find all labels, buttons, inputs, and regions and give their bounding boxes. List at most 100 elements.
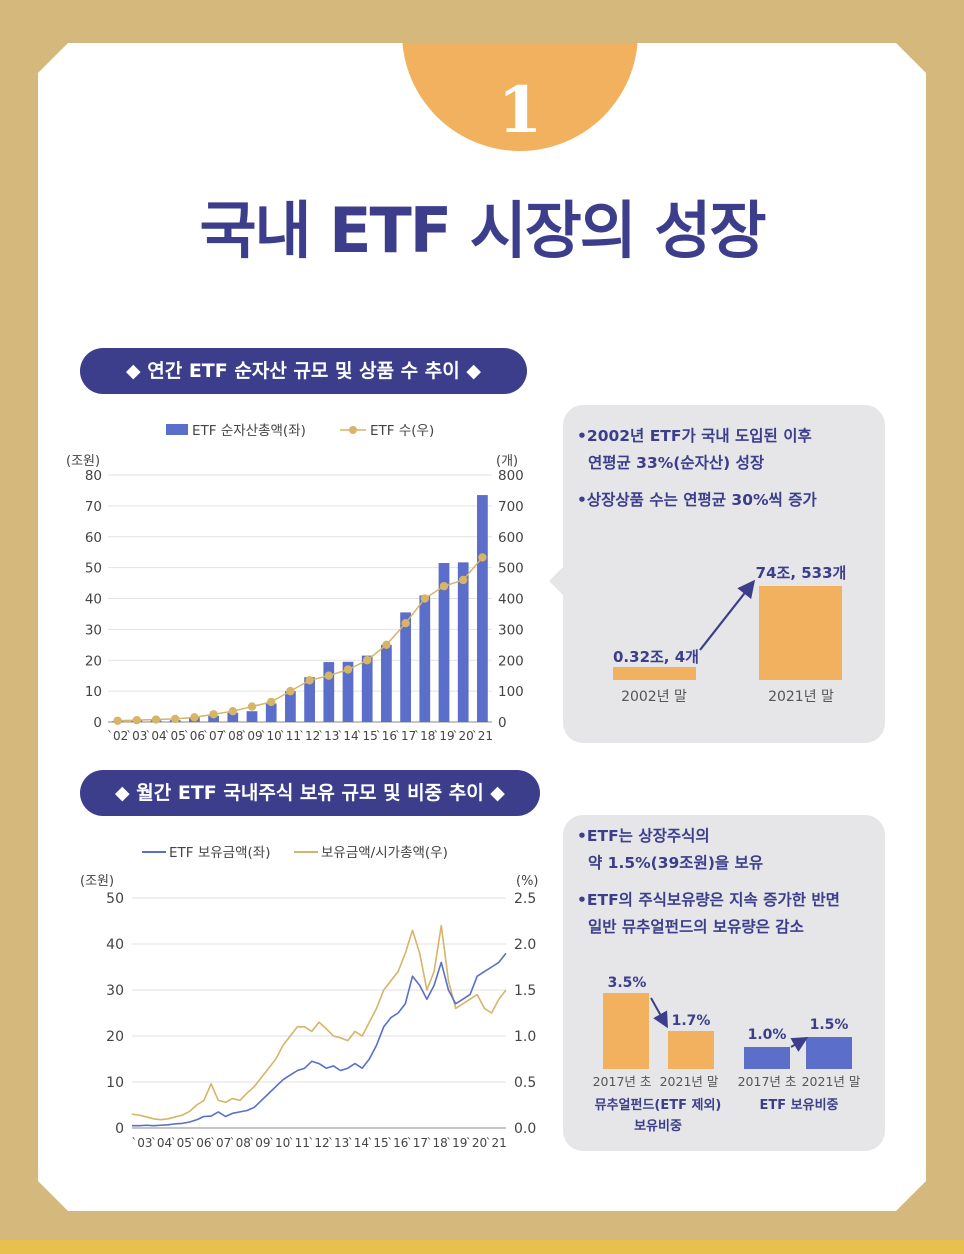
- x-tick-label: `20: [466, 1136, 487, 1150]
- x-tick-label: `14: [337, 729, 358, 743]
- right-tick-label: 1.0: [514, 1029, 536, 1045]
- etf-increase-arrow: [790, 1036, 809, 1052]
- x-tick-label: `13: [318, 729, 339, 743]
- section1-info-panel: [549, 405, 885, 743]
- x-tick-label: `03: [126, 729, 147, 743]
- section1-compare: 0.32조, 4개 2002년 말 74조, 533개 2021년 말: [613, 564, 847, 705]
- x-tick-label: `16: [376, 729, 397, 743]
- x-tick-label: `11: [289, 1136, 310, 1150]
- bar-11: [285, 691, 296, 722]
- compare-right-category: 2021년 말: [768, 689, 834, 705]
- legend-label-ratio: 보유금액/시가총액(우): [321, 845, 448, 861]
- x-tick-label: `05: [165, 729, 186, 743]
- etf-count-point: [132, 715, 141, 725]
- etf-count-point: [324, 671, 333, 680]
- right-tick-label: 500: [498, 561, 524, 577]
- right-axis-unit: (%): [516, 874, 539, 889]
- compare-right-value: 74조, 533개: [756, 564, 847, 582]
- etf-count-point: [401, 619, 410, 628]
- x-tick-label: `21: [486, 1136, 507, 1150]
- x-tick-label: `08: [222, 729, 243, 743]
- left-axis-unit: (조원): [66, 454, 100, 469]
- compare-bar-2002: [613, 667, 696, 680]
- x-tick-label: `03: [131, 1136, 152, 1150]
- etf-count-point: [267, 697, 276, 707]
- panel-pointer: [549, 567, 563, 595]
- holding-amount-line: [132, 952, 507, 1127]
- x-tick-label: `06: [184, 729, 205, 743]
- etf-count-point: [478, 553, 487, 562]
- bottom-bar: [0, 1240, 964, 1254]
- s2-note-3: •ETF의 주식보유량은 지속 증가한 반면: [577, 891, 840, 909]
- etf-group-title: ETF 보유비중: [760, 1098, 839, 1113]
- badge-number: 1: [497, 73, 543, 148]
- etf-count-point: [171, 714, 180, 724]
- x-tick-label: `08: [230, 1136, 251, 1150]
- right-tick-label: 2.5: [514, 891, 536, 907]
- etf-count-point: [209, 710, 218, 719]
- s2-note-2: 약 1.5%(39조원)을 보유: [588, 854, 764, 872]
- holding-ratio-line: [131, 924, 507, 1121]
- left-tick-label: 40: [85, 592, 102, 608]
- growth-arrow: [699, 579, 756, 651]
- right-tick-label: 100: [498, 684, 524, 700]
- bar-08: [227, 712, 239, 722]
- right-tick-label: 1.5: [514, 983, 536, 999]
- etf-count-point: [343, 665, 353, 674]
- mf-2017-bar: [603, 993, 649, 1069]
- x-tick-label: `04: [145, 729, 166, 743]
- compare-left-value: 0.32조, 4개: [613, 648, 699, 666]
- left-tick-label: 20: [85, 653, 102, 669]
- etf-2021-bar: [806, 1037, 852, 1069]
- x-tick-label: `18: [426, 1136, 447, 1150]
- x-tick-label: `12: [308, 1136, 329, 1150]
- mf-2021-bar: [668, 1031, 714, 1069]
- right-axis-unit: (개): [496, 454, 518, 469]
- bar-15: [361, 655, 373, 722]
- etf-count-point: [190, 713, 199, 722]
- x-tick-label: `19: [433, 729, 454, 743]
- x-tick-label: `10: [269, 1136, 290, 1150]
- x-tick-label: `12: [299, 729, 320, 743]
- right-tick-label: 2.0: [514, 937, 536, 953]
- s1-note-3: •상장상품 수는 연평균 30%씩 증가: [577, 491, 817, 509]
- left-tick-label: 60: [85, 530, 102, 546]
- x-tick-label: `07: [210, 1136, 231, 1150]
- x-tick-label: `16: [387, 1136, 408, 1150]
- etf-cat-2: 2021년 말: [802, 1074, 861, 1089]
- x-tick-label: `21: [472, 729, 493, 743]
- left-tick-label: 10: [85, 684, 102, 700]
- x-tick-label: `20: [453, 729, 474, 743]
- etf-count-point: [228, 706, 237, 716]
- left-tick-label: 10: [106, 1075, 124, 1091]
- left-tick-label: 20: [106, 1029, 124, 1045]
- right-tick-label: 800: [498, 468, 524, 484]
- s1-note-1: •2002년 ETF가 국내 도입된 이후: [577, 427, 812, 445]
- mf-2021-value: 1.7%: [672, 1013, 711, 1029]
- x-tick-label: `15: [357, 729, 378, 743]
- compare-bar-2021: [759, 586, 842, 680]
- bar-13: [323, 662, 335, 722]
- bar-14: [342, 661, 354, 722]
- bar-20: [457, 562, 469, 722]
- legend-swatch-bar: [166, 424, 188, 435]
- left-axis-unit: (조원): [80, 874, 114, 889]
- left-tick-label: 30: [106, 983, 124, 999]
- legend-label-bar: ETF 순자산총액(좌): [192, 423, 306, 439]
- left-tick-label: 0: [93, 715, 102, 731]
- x-tick-label: `10: [261, 729, 282, 743]
- right-tick-label: 200: [498, 653, 524, 669]
- x-tick-label: `17: [407, 1136, 428, 1150]
- bar-07: [208, 715, 219, 722]
- annual-etf-chart: ETF 순자산총액(좌) ETF 수(우) (조원) (개) 0 0 10 100 20 200 3…: [66, 423, 524, 743]
- right-tick-label: 0: [498, 715, 507, 731]
- compare-left-category: 2002년 말: [621, 689, 687, 705]
- monthly-etf-chart: ETF 보유금액(좌) 보유금액/시가총액(우) (조원) (%) 0 0.0 10 0.5 2…: [80, 845, 539, 1150]
- etf-count-point: [439, 581, 449, 591]
- s2-note-4: 일반 뮤추얼펀드의 보유량은 감소: [588, 918, 804, 936]
- x-tick-label: `11: [280, 729, 301, 743]
- section2-heading: ◆ 월간 ETF 국내주식 보유 규모 및 비중 추이 ◆: [80, 770, 540, 816]
- section2-info-panel: [563, 815, 885, 1151]
- left-tick-label: 80: [85, 468, 102, 484]
- x-tick-label: `19: [446, 1136, 467, 1150]
